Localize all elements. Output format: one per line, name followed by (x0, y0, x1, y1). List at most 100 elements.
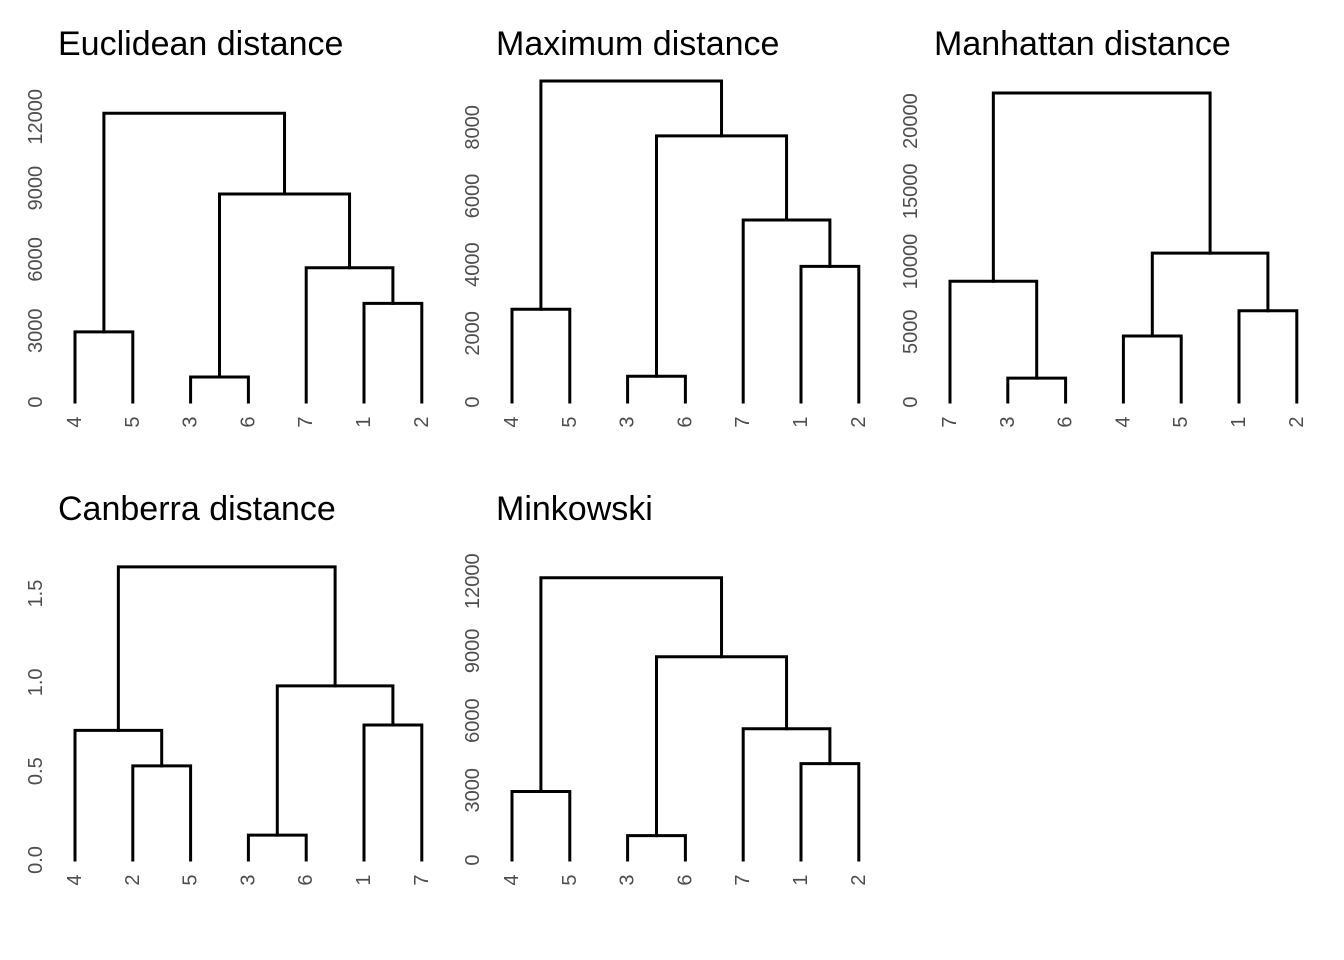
dendrogram-link (741, 218, 832, 404)
chart-title: Euclidean distance (58, 25, 343, 63)
y-tick-label: 1.0 (25, 668, 47, 696)
y-tick-label: 9000 (462, 629, 484, 674)
leaf-label: 1 (790, 874, 812, 885)
dendrogram-link (1150, 251, 1270, 338)
leaf-label: 6 (674, 416, 696, 427)
y-tick-label: 0 (900, 396, 922, 407)
y-tick-label: 20000 (900, 93, 922, 149)
leaf-label: 5 (1170, 416, 1192, 427)
y-tick-label: 0.5 (25, 757, 47, 785)
y-tick-label: 0 (462, 396, 484, 407)
leaf-label: 1 (790, 416, 812, 427)
leaf-label: 6 (1055, 416, 1077, 427)
leaf-label: 3 (997, 416, 1019, 427)
dendrogram-link (741, 727, 832, 862)
dendrogram-link (116, 565, 337, 732)
leaf-label: 7 (295, 416, 317, 427)
leaf-label: 7 (732, 416, 754, 427)
leaf-label: 4 (501, 416, 523, 427)
leaf-label: 2 (122, 874, 144, 885)
dendrogram-panel: Manhattan distance 0 5000 10000 15000 20000 7 3… (900, 25, 1308, 428)
dendrogram-link (539, 79, 724, 311)
dendrogram-link (510, 789, 572, 862)
leaf-label: 7 (411, 874, 433, 885)
y-tick-label: 0.0 (25, 846, 47, 874)
leaf-label: 2 (1286, 416, 1308, 427)
y-tick-label: 6000 (462, 698, 484, 743)
leaf-label: 6 (295, 874, 317, 885)
dendrogram-link (799, 264, 861, 404)
y-tick-label: 6000 (25, 237, 47, 282)
chart-title: Canberra distance (58, 490, 336, 528)
leaf-label: 7 (732, 874, 754, 885)
leaf-label: 1 (1228, 416, 1250, 427)
leaf-label: 2 (848, 874, 870, 885)
dendrogram-link (73, 728, 164, 862)
dendrogram-panel: Canberra distance 0.0 0.5 1.0 1.5 4 2 5 3 6 1 7 (25, 490, 433, 886)
dendrogram-link (304, 266, 395, 404)
dendrogram-link (102, 111, 287, 334)
y-tick-label: 2000 (462, 311, 484, 356)
leaf-label: 1 (353, 416, 375, 427)
dendrogram-link (1121, 334, 1183, 404)
dendrogram-link (655, 134, 789, 378)
dendrogram-link (948, 279, 1039, 404)
dendrogram-link (246, 833, 308, 862)
leaf-label: 5 (122, 416, 144, 427)
leaf-label: 3 (617, 416, 639, 427)
dendrogram-link (275, 684, 395, 837)
y-tick-label: 10000 (900, 234, 922, 290)
dendrogram-link (362, 723, 424, 862)
y-tick-label: 9000 (25, 166, 47, 211)
chart-title: Maximum distance (496, 25, 779, 63)
dendrogram-panel: Maximum distance 0 2000 4000 6000 8000 4 5 3 6 7 1 2 (462, 25, 870, 428)
dendrogram-panel: Euclidean distance 0 3000 6000 9000 12000 4 5 3 6… (25, 25, 433, 428)
y-tick-label: 15000 (900, 164, 922, 220)
y-tick-label: 4000 (462, 242, 484, 287)
y-tick-label: 0 (462, 854, 484, 865)
y-tick-label: 3000 (462, 768, 484, 813)
y-tick-label: 8000 (462, 105, 484, 150)
leaf-label: 2 (411, 416, 433, 427)
y-tick-label: 5000 (900, 310, 922, 355)
y-tick-label: 0 (25, 396, 47, 407)
leaf-label: 4 (1112, 416, 1134, 427)
leaf-label: 4 (64, 416, 86, 427)
leaf-label: 4 (501, 874, 523, 885)
dendrogram-link (655, 655, 789, 838)
y-tick-label: 12000 (25, 89, 47, 145)
dendrogram-link (510, 307, 572, 404)
dendrogram-link (362, 301, 424, 404)
dendrogram-link (626, 374, 687, 404)
leaf-label: 3 (617, 874, 639, 885)
chart-title: Manhattan distance (934, 25, 1231, 63)
y-tick-label: 1.5 (25, 580, 47, 608)
leaf-label: 6 (237, 416, 259, 427)
dendrogram-panel: Minkowski 0 3000 6000 9000 12000 4 5 3 6 7 1 2 (462, 490, 870, 886)
dendrogram-link (626, 834, 687, 862)
leaf-label: 2 (848, 416, 870, 427)
dendrogram-link (1006, 376, 1068, 404)
dendrogram-link (799, 762, 861, 862)
dendrogram-link (73, 330, 135, 404)
dendrogram-link (218, 192, 352, 379)
dendrogram-link (1237, 309, 1299, 404)
dendrogram-link (991, 91, 1212, 283)
leaf-label: 5 (559, 874, 581, 885)
leaf-label: 3 (180, 416, 202, 427)
leaf-label: 5 (180, 874, 202, 885)
leaf-label: 1 (353, 874, 375, 885)
dendrogram-link (131, 764, 193, 862)
leaf-label: 4 (64, 874, 86, 885)
dendrogram-link (189, 375, 250, 404)
leaf-label: 6 (674, 874, 696, 885)
y-tick-label: 3000 (25, 308, 47, 353)
leaf-label: 5 (559, 416, 581, 427)
leaf-label: 7 (939, 416, 961, 427)
leaf-label: 3 (237, 874, 259, 885)
dendrogram-link (539, 576, 724, 793)
y-tick-label: 6000 (462, 174, 484, 219)
y-tick-label: 12000 (462, 553, 484, 609)
chart-title: Minkowski (496, 490, 653, 528)
